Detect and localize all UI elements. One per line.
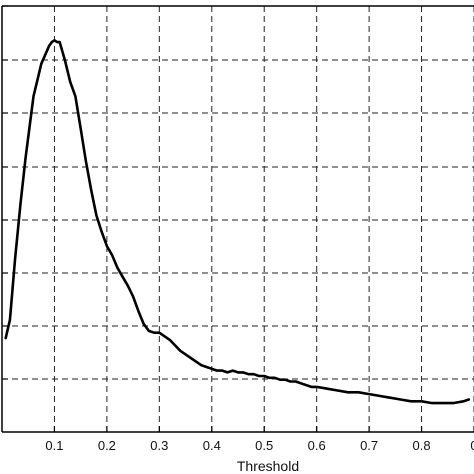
x-tick-label: 0.7	[360, 438, 378, 453]
series-line	[4, 39, 471, 405]
x-tick-label: 0.2	[98, 438, 116, 453]
x-tick-label: 0.8	[413, 438, 431, 453]
x-tick-label: 0	[470, 438, 474, 453]
x-tick-label: 0.1	[45, 438, 63, 453]
plot-frame	[1, 5, 474, 433]
x-axis-ticks: 0.1 0.2 0.3 0.4 0.5 0.6 0.7 0.8 0	[2, 5, 474, 453]
x-axis-label: Threshold	[237, 458, 299, 474]
series-layer	[4, 39, 471, 405]
x-tick-label: 0.4	[203, 438, 221, 453]
x-tick-label: 0.3	[150, 438, 168, 453]
grid	[2, 5, 474, 432]
x-tick-label: 0.5	[255, 438, 273, 453]
x-tick-label: 0.6	[308, 438, 326, 453]
